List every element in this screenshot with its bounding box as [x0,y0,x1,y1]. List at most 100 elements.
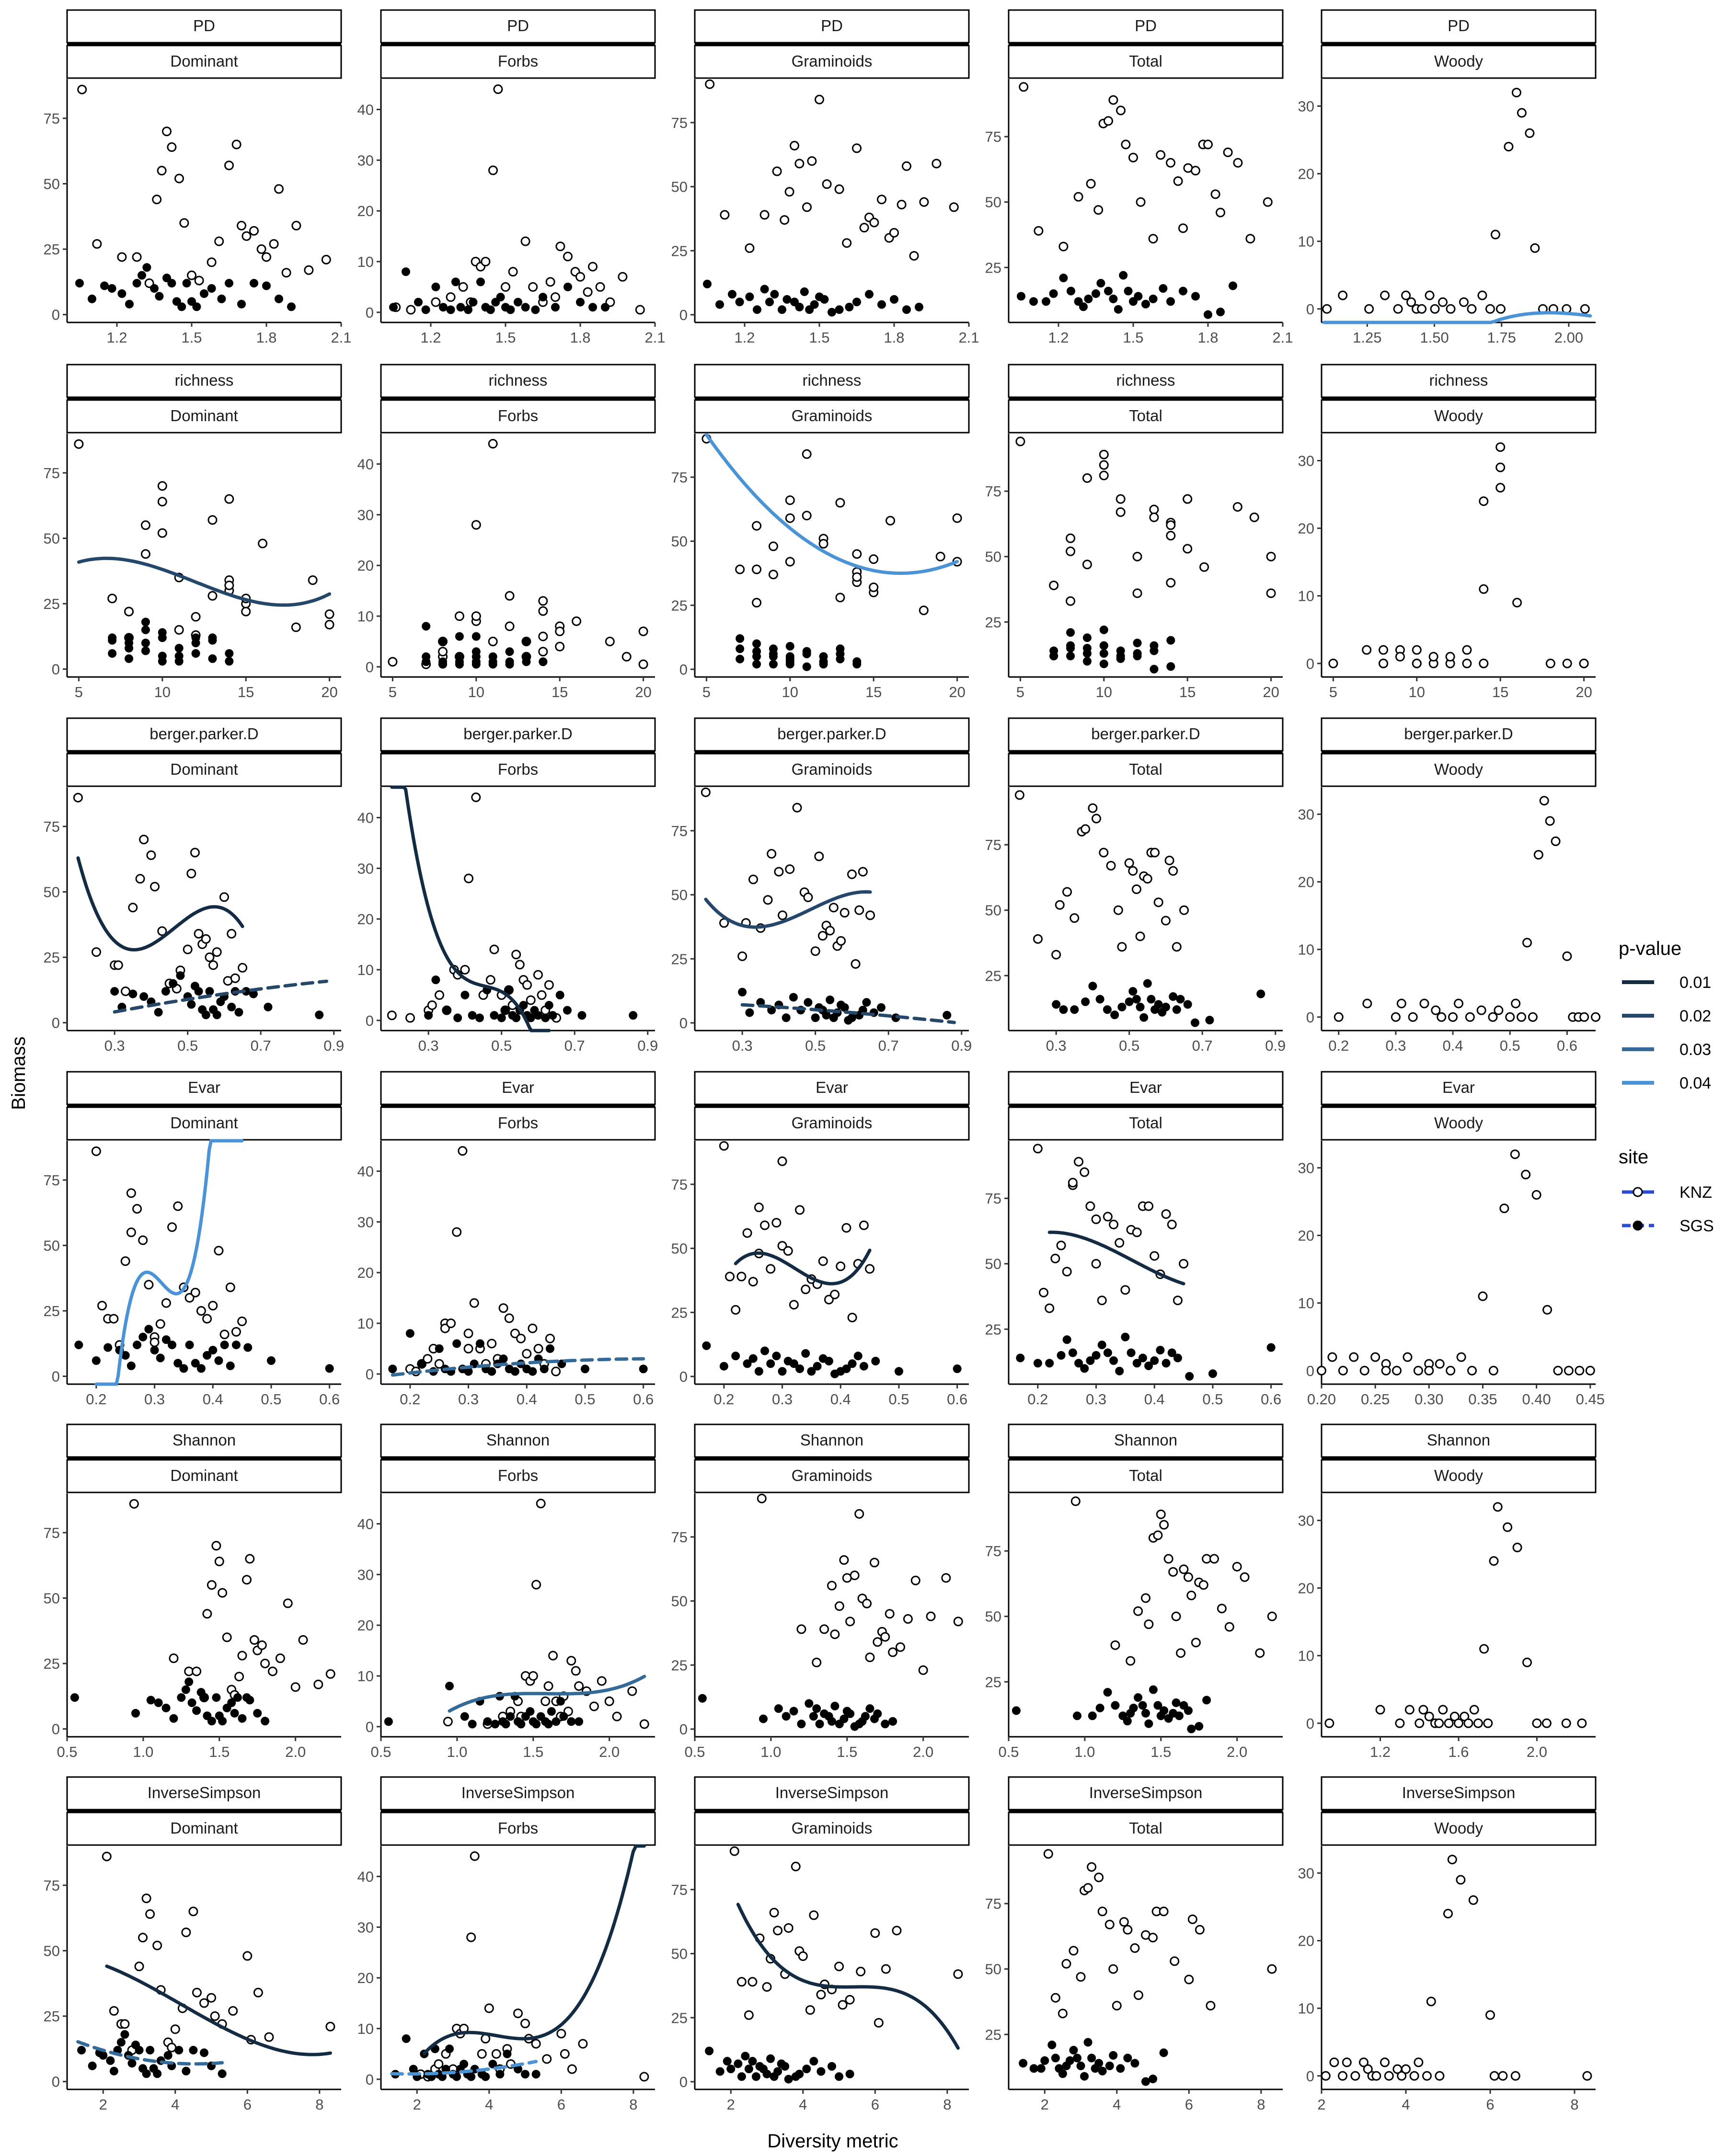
point-sgs [522,637,531,646]
point-sgs [705,2046,714,2055]
point-knz [1503,1522,1513,1532]
x-tick-label: 6 [1486,2096,1494,2113]
point-knz [555,241,565,252]
point-sgs [505,660,514,669]
point-sgs [158,657,167,666]
point-knz [1245,234,1255,244]
point-knz [438,647,448,657]
point-knz [1083,1883,1093,1893]
x-tick-label: 1.5 [809,329,829,346]
point-knz [1099,470,1109,481]
y-axis-title: Biomass [8,1036,29,1110]
point-knz [1445,652,1455,662]
point-knz [1166,520,1176,530]
point-knz [145,1909,155,1919]
point-knz [1141,1593,1150,1603]
point-sgs [826,995,835,1004]
strip-box [1321,45,1597,79]
point-sgs [405,1329,414,1338]
x-tick-label: 20 [321,684,337,700]
point-knz [435,990,445,1000]
y-tick-label: 75 [44,110,60,127]
point-knz [1488,1365,1498,1376]
point-sgs [576,298,585,307]
legend-site-title: site [1619,1147,1648,1168]
strip-label-metric: InverseSimpson [1089,1784,1203,1801]
point-knz [1381,1365,1391,1376]
strip-label-metric: berger.parker.D [1404,725,1513,743]
point-knz [464,873,474,883]
point-knz [102,1851,112,1861]
point-knz [880,1632,890,1642]
point-knz [854,905,864,915]
point-sgs [456,303,465,312]
point-knz [202,1609,212,1619]
point-sgs [153,2069,162,2078]
point-sgs [468,1011,477,1020]
strip-label-group: Graminoids [792,1819,873,1837]
point-sgs [438,660,448,669]
y-tick-label: 75 [44,1877,60,1894]
point-sgs [187,1698,196,1707]
point-knz [1545,816,1555,826]
point-sgs [824,1356,833,1365]
y-tick-label: 50 [985,194,1001,211]
point-sgs [156,1353,165,1363]
y-tick-label: 50 [671,887,688,904]
point-knz [205,952,215,963]
point-knz [772,166,782,176]
point-sgs [499,1354,508,1364]
point-sgs [1159,2048,1168,2057]
point-knz [774,867,784,877]
strip-box [1321,1776,1597,1811]
point-knz [388,657,398,667]
point-knz [522,980,532,990]
strip-box [380,1459,656,1493]
point-knz [1058,2008,1068,2018]
point-knz [1585,1365,1595,1376]
point-sgs [176,971,185,980]
point-sgs [388,1365,397,1374]
point-sgs [146,1696,155,1705]
point-knz [885,1609,895,1619]
point-knz [1456,1875,1466,1885]
point-sgs [1066,628,1075,637]
x-tick-label: 15 [238,684,254,700]
x-tick-label: 10 [782,684,798,700]
strip-label-group: Woody [1434,407,1484,424]
point-knz [1209,1554,1219,1564]
point-sgs [1138,1701,1147,1710]
point-knz [531,2039,541,2049]
point-knz [560,2049,570,2059]
point-sgs [514,298,522,307]
point-sgs [1069,2046,1078,2055]
point-knz [202,1314,212,1324]
point-knz [744,2010,754,2020]
point-knz [556,2029,566,2039]
point-sgs [828,1717,836,1726]
point-knz [1479,496,1489,506]
point-knz [1136,197,1146,207]
point-knz [192,1987,202,1997]
point-sgs [150,1345,159,1354]
y-tick-label: 10 [357,1315,374,1332]
point-sgs [809,2057,818,2066]
point-knz [545,277,555,287]
point-knz [828,903,839,913]
point-knz [815,94,824,104]
point-sgs [187,297,196,306]
strip-box [1008,399,1284,434]
point-knz [120,1256,130,1266]
point-knz [847,869,857,879]
x-tick-label: 15 [1179,684,1196,700]
x-tick-label: 0.35 [1468,1391,1497,1408]
point-knz [748,1977,758,1987]
point-knz [812,1657,822,1667]
point-knz [801,1284,811,1295]
point-knz [1092,814,1102,824]
point-knz [1391,1012,1401,1022]
point-sgs [503,2049,512,2058]
